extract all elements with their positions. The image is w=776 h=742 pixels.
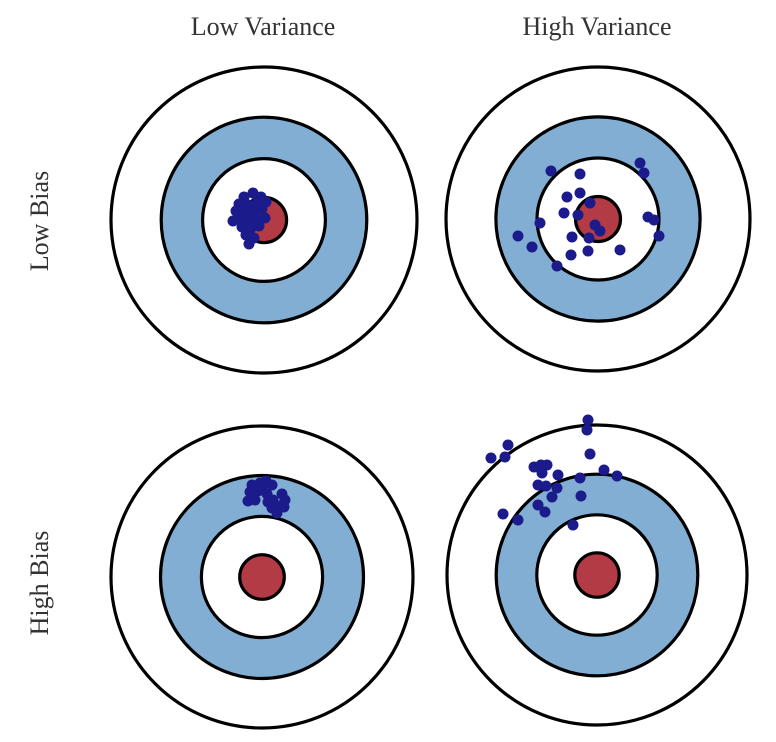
prediction-dot — [541, 459, 553, 471]
prediction-dot — [552, 469, 564, 481]
prediction-dot — [244, 486, 256, 498]
prediction-dot — [565, 249, 577, 261]
prediction-dot — [582, 245, 594, 257]
prediction-dot — [574, 472, 586, 484]
bullseye-circle — [238, 553, 286, 601]
prediction-dot — [584, 197, 596, 209]
prediction-dot — [634, 157, 646, 169]
column-header-high-variance: High Variance — [522, 12, 672, 41]
target-high-bias-high-variance — [445, 414, 749, 727]
prediction-dot — [551, 482, 563, 494]
prediction-dot — [598, 464, 610, 476]
column-header-low-variance: Low Variance — [190, 12, 336, 41]
prediction-dot — [256, 203, 268, 215]
prediction-dot — [638, 167, 650, 179]
prediction-dot — [648, 214, 660, 226]
prediction-dot — [253, 220, 265, 232]
prediction-dot — [611, 470, 623, 482]
prediction-dot — [497, 508, 509, 520]
prediction-dot — [545, 165, 557, 177]
prediction-dot — [561, 191, 573, 203]
prediction-dot — [594, 225, 606, 237]
prediction-dot — [584, 448, 596, 460]
row-header-low-bias: Low Bias — [25, 170, 54, 272]
prediction-dot — [512, 514, 524, 526]
prediction-dot — [534, 217, 546, 229]
row-header-high-bias: High Bias — [25, 530, 54, 636]
prediction-dot — [526, 241, 538, 253]
prediction-dot — [499, 451, 511, 463]
prediction-dot — [574, 187, 586, 199]
prediction-dot — [259, 212, 271, 224]
prediction-dot — [583, 232, 595, 244]
prediction-dot — [233, 212, 245, 224]
prediction-dot — [551, 260, 563, 272]
prediction-dot — [567, 519, 579, 531]
prediction-dot — [582, 414, 594, 426]
target-low-bias-high-variance — [444, 65, 752, 373]
prediction-dot — [575, 490, 587, 502]
prediction-dot — [532, 499, 544, 511]
prediction-dot — [536, 467, 548, 479]
bullseye-circle — [573, 551, 621, 599]
prediction-dot — [243, 238, 255, 250]
prediction-dot — [266, 479, 278, 491]
prediction-dot — [512, 230, 524, 242]
prediction-dot — [546, 491, 558, 503]
prediction-dot — [532, 479, 544, 491]
prediction-dot — [581, 424, 593, 436]
prediction-dot — [540, 480, 552, 492]
prediction-dot — [278, 501, 290, 513]
prediction-dot — [249, 494, 261, 506]
prediction-dot — [539, 506, 551, 518]
prediction-dot — [653, 230, 665, 242]
prediction-dot — [485, 452, 497, 464]
target-high-bias-low-variance — [109, 424, 415, 730]
prediction-dot — [566, 231, 578, 243]
prediction-dot — [502, 439, 514, 451]
target-low-bias-low-variance — [109, 65, 419, 375]
prediction-dot — [574, 168, 586, 180]
prediction-dot — [558, 207, 570, 219]
prediction-dot — [572, 209, 584, 221]
prediction-dot — [614, 244, 626, 256]
